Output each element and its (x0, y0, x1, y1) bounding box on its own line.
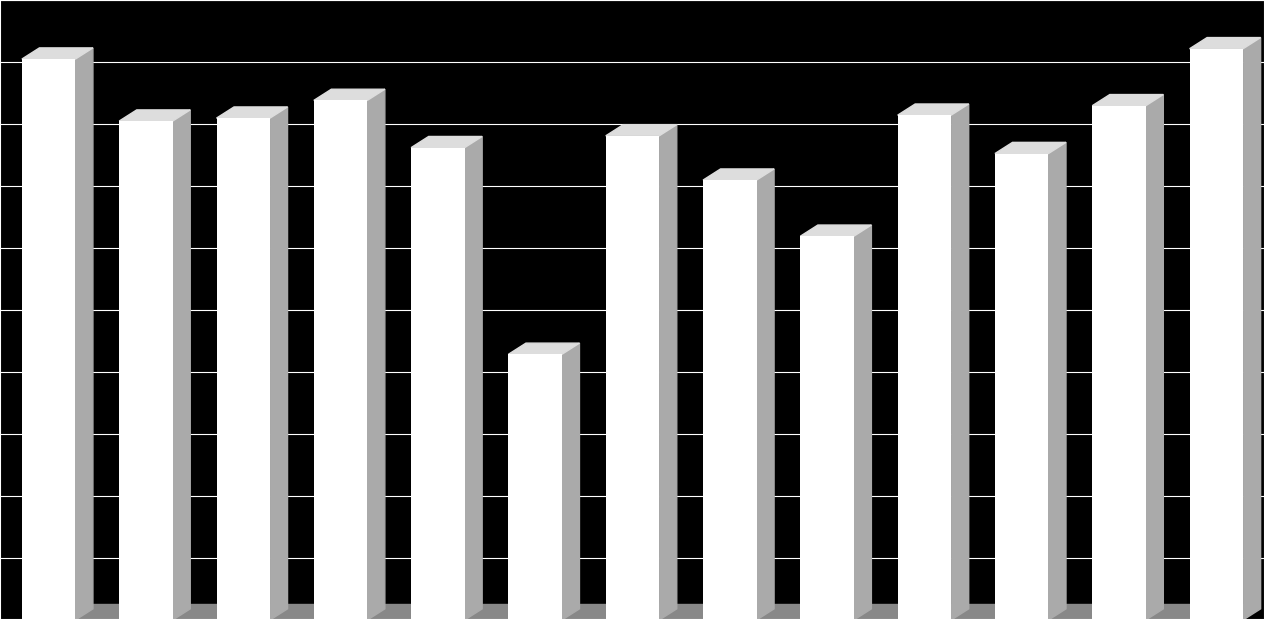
Polygon shape (411, 136, 482, 148)
Polygon shape (119, 110, 190, 121)
Bar (411, 148, 464, 620)
Polygon shape (1243, 38, 1261, 620)
Polygon shape (1189, 38, 1261, 49)
Polygon shape (898, 104, 969, 115)
Bar (606, 136, 659, 620)
Bar (898, 115, 951, 620)
Polygon shape (606, 125, 677, 136)
Polygon shape (1049, 143, 1066, 620)
Polygon shape (659, 125, 677, 620)
Bar (1189, 49, 1243, 620)
Bar (1092, 105, 1146, 620)
Bar (22, 59, 76, 620)
Polygon shape (854, 225, 872, 620)
Polygon shape (22, 48, 92, 59)
Polygon shape (269, 107, 287, 620)
Polygon shape (509, 343, 579, 354)
Polygon shape (756, 169, 774, 620)
Bar (509, 354, 562, 620)
Polygon shape (801, 225, 872, 236)
Polygon shape (76, 48, 92, 620)
Polygon shape (22, 604, 1261, 620)
Polygon shape (367, 89, 385, 620)
Polygon shape (951, 104, 969, 620)
Polygon shape (314, 89, 385, 100)
Bar (119, 121, 173, 620)
Polygon shape (562, 343, 579, 620)
Bar (996, 154, 1049, 620)
Bar (216, 118, 269, 620)
Polygon shape (1092, 94, 1164, 105)
Polygon shape (996, 143, 1066, 154)
Polygon shape (1146, 94, 1164, 620)
Bar (314, 100, 367, 620)
Polygon shape (173, 110, 190, 620)
Bar (703, 180, 756, 620)
Polygon shape (216, 107, 287, 118)
Bar (801, 236, 854, 620)
Polygon shape (464, 136, 482, 620)
Polygon shape (703, 169, 774, 180)
